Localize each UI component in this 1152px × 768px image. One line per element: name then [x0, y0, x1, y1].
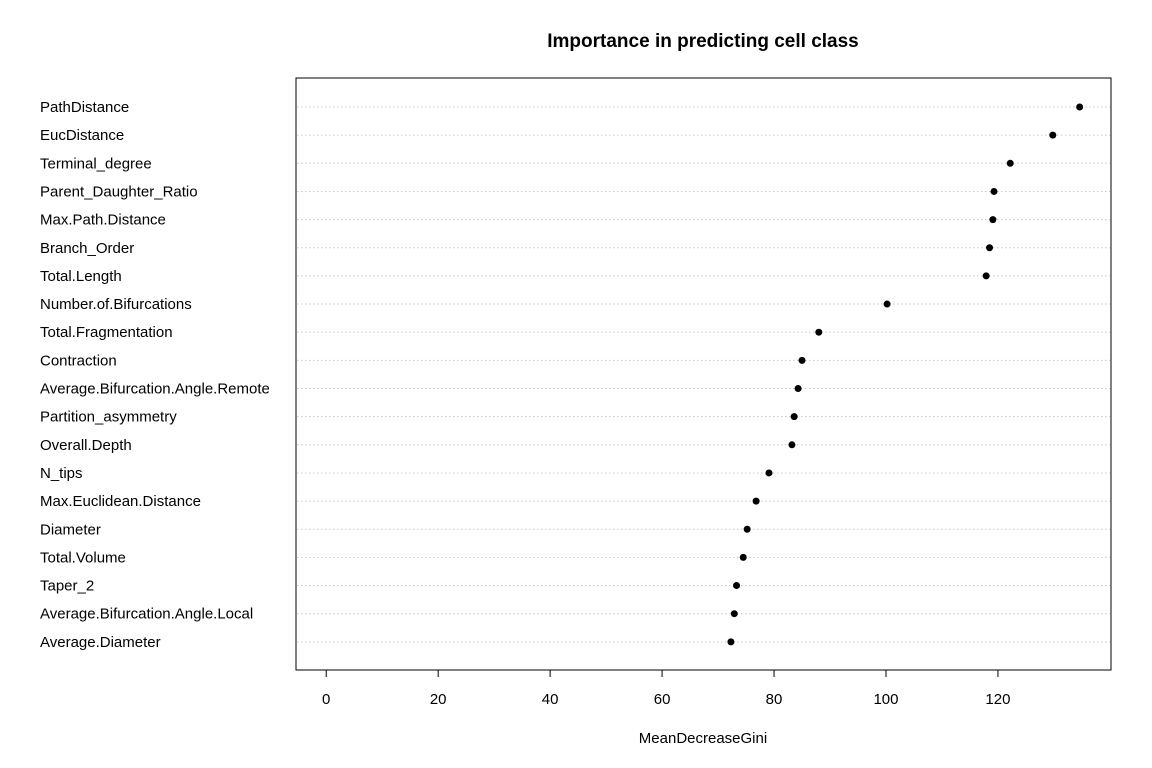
- category-label: EucDistance: [40, 127, 124, 144]
- category-label: PathDistance: [40, 99, 129, 116]
- x-tick-label: 40: [542, 691, 559, 708]
- chart-title: Importance in predicting cell class: [547, 31, 859, 52]
- x-tick-label: 100: [873, 691, 898, 708]
- x-tick-label: 60: [654, 691, 671, 708]
- data-point: [982, 272, 990, 280]
- grid-layer: [297, 106, 1110, 643]
- data-point: [989, 216, 997, 224]
- category-label: Partition_asymmetry: [40, 409, 177, 426]
- x-tick-label: 20: [430, 691, 447, 708]
- plot-frame: [295, 77, 1112, 671]
- category-label: Max.Euclidean.Distance: [40, 493, 201, 510]
- data-point: [727, 638, 735, 646]
- data-point: [790, 413, 798, 421]
- category-label: Average.Bifurcation.Angle.Remote: [40, 381, 270, 398]
- category-label: Total.Fragmentation: [40, 324, 173, 341]
- category-label: Total.Volume: [40, 549, 126, 566]
- x-axis-label: MeanDecreaseGini: [639, 730, 767, 747]
- x-tick-label: 120: [985, 691, 1010, 708]
- category-label: Overall.Depth: [40, 437, 132, 454]
- data-point: [794, 385, 802, 392]
- category-label: Average.Bifurcation.Angle.Local: [40, 606, 253, 623]
- data-point: [733, 582, 741, 590]
- data-point: [1076, 103, 1084, 111]
- data-point: [765, 469, 773, 477]
- data-point: [1049, 131, 1057, 139]
- category-label: N_tips: [40, 465, 83, 482]
- x-tick-label: 0: [322, 691, 330, 708]
- data-points: [727, 103, 1084, 646]
- category-label: Terminal_degree: [40, 155, 152, 172]
- x-axis: 0 20 40 60 80 100 120: [322, 669, 1010, 708]
- category-label: Diameter: [40, 521, 101, 538]
- data-point: [986, 244, 994, 252]
- data-point: [788, 441, 796, 449]
- data-point: [730, 610, 738, 618]
- data-point: [743, 525, 751, 533]
- category-label: Total.Length: [40, 268, 122, 285]
- category-label: Taper_2: [40, 578, 94, 595]
- data-point: [798, 356, 806, 364]
- data-point: [815, 328, 823, 336]
- category-label: Parent_Daughter_Ratio: [40, 183, 198, 200]
- category-label: Contraction: [40, 352, 117, 369]
- category-label: Max.Path.Distance: [40, 212, 166, 229]
- category-label: Branch_Order: [40, 240, 134, 257]
- data-point: [990, 187, 998, 195]
- category-label: Average.Diameter: [40, 634, 161, 651]
- data-point: [1006, 159, 1014, 167]
- category-labels: PathDistance EucDistance Terminal_degree Pa…: [40, 99, 270, 651]
- x-tick-label: 80: [766, 691, 783, 708]
- data-point: [883, 300, 891, 308]
- data-point: [752, 497, 760, 505]
- data-point: [739, 553, 747, 561]
- category-label: Number.of.Bifurcations: [40, 296, 192, 313]
